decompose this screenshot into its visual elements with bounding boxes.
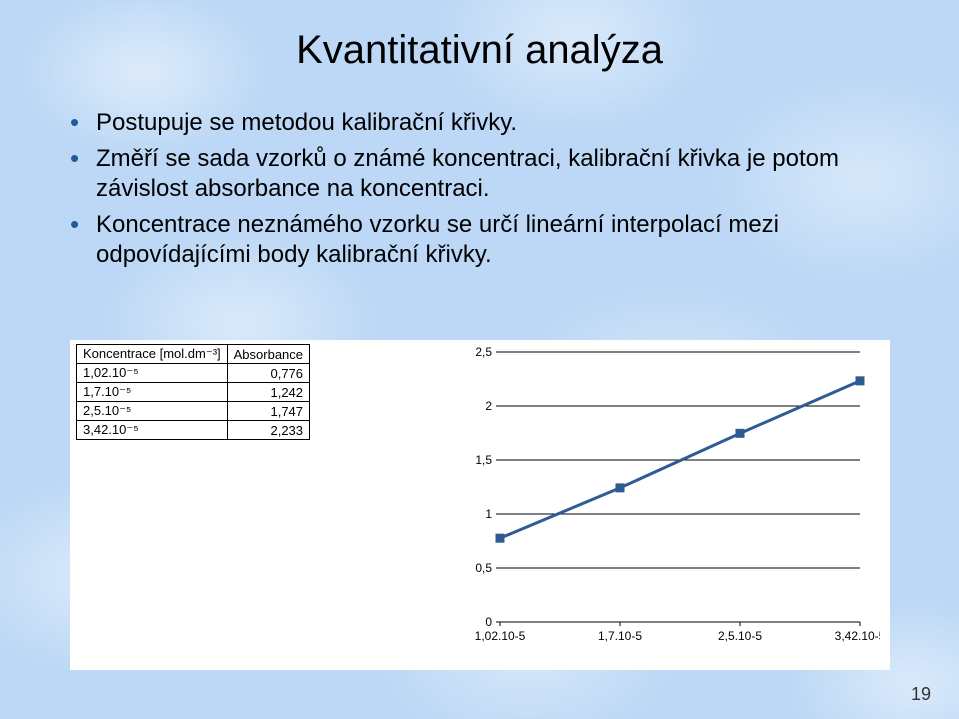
svg-text:3,42.10-5: 3,42.10-5: [835, 629, 880, 643]
svg-text:2,5: 2,5: [475, 345, 492, 359]
page-number: 19: [911, 684, 931, 705]
table-row: 1,02.10⁻⁵ 0,776: [77, 364, 310, 383]
svg-text:1,7.10-5: 1,7.10-5: [598, 629, 642, 643]
table-row: 1,7.10⁻⁵ 1,242: [77, 383, 310, 402]
svg-text:1,02.10-5: 1,02.10-5: [475, 629, 526, 643]
svg-text:2: 2: [485, 399, 492, 413]
svg-text:1: 1: [485, 507, 492, 521]
table-row: 2,5.10⁻⁵ 1,747: [77, 402, 310, 421]
table-cell: 2,5.10⁻⁵: [77, 402, 228, 421]
bullet-item: Změří se sada vzorků o známé koncentraci…: [70, 144, 899, 204]
table-cell: 1,7.10⁻⁵: [77, 383, 228, 402]
table-header: Absorbance: [227, 345, 309, 364]
svg-text:0: 0: [485, 615, 492, 629]
table-cell: 3,42.10⁻⁵: [77, 421, 228, 440]
calibration-chart: 0 0,5 1 1,5 2 2,5 1,02.10-5 1,7.10-5 2,5.10-5 3,4…: [450, 342, 880, 662]
table-cell: 2,233: [227, 421, 309, 440]
svg-text:0,5: 0,5: [475, 561, 492, 575]
figure-area: Koncentrace [mol.dm⁻³] Absorbance 1,02.1…: [70, 340, 890, 670]
svg-text:1,5: 1,5: [475, 453, 492, 467]
calibration-table: Koncentrace [mol.dm⁻³] Absorbance 1,02.1…: [76, 344, 310, 440]
table-header: Koncentrace [mol.dm⁻³]: [77, 345, 228, 364]
page-title: Kvantitativní analýza: [0, 28, 959, 73]
table-cell: 1,02.10⁻⁵: [77, 364, 228, 383]
bullet-item: Postupuje se metodou kalibrační křivky.: [70, 108, 899, 138]
table-cell: 1,242: [227, 383, 309, 402]
table-row: 3,42.10⁻⁵ 2,233: [77, 421, 310, 440]
table-cell: 1,747: [227, 402, 309, 421]
svg-text:2,5.10-5: 2,5.10-5: [718, 629, 762, 643]
table-cell: 0,776: [227, 364, 309, 383]
bullet-list: Postupuje se metodou kalibrační křivky. …: [70, 108, 899, 276]
bullet-item: Koncentrace neznámého vzorku se určí lin…: [70, 210, 899, 270]
